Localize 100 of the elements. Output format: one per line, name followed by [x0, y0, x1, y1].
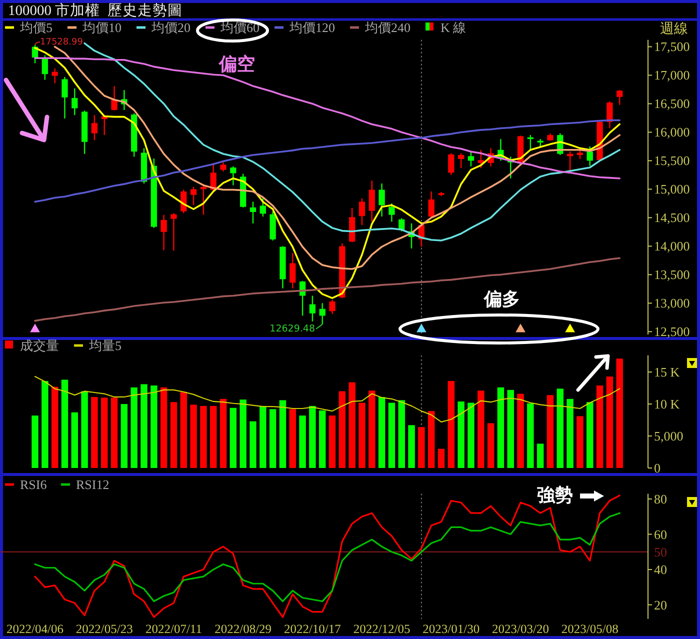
x-tick-label: 2023/03/20: [492, 622, 549, 636]
bar: [51, 386, 58, 468]
bar: [517, 394, 524, 468]
candlestick: [319, 302, 326, 325]
bar: [71, 412, 78, 468]
bar: [576, 416, 584, 468]
bar: [616, 358, 623, 468]
bar: [418, 427, 425, 468]
annotation: 12629.48: [270, 323, 315, 334]
candlestick: [606, 100, 613, 129]
x-tick-label: 2022/08/29: [214, 622, 272, 636]
bar: [468, 402, 474, 468]
bar: [230, 408, 237, 468]
bar: [556, 388, 564, 468]
bar: [606, 376, 614, 468]
bar: [338, 391, 346, 468]
bar: [398, 400, 405, 468]
candlestick: [448, 152, 454, 176]
legend-label: RSI6: [20, 477, 48, 492]
bar: [110, 398, 118, 468]
bar: [190, 404, 197, 468]
y-tick-label: 17,000: [654, 68, 690, 83]
candlestick: [170, 212, 177, 252]
bar: [458, 401, 464, 468]
bar: [438, 448, 445, 468]
candlestick: [368, 180, 375, 222]
bar: [220, 398, 227, 468]
candlestick: [616, 89, 623, 106]
bar: [309, 406, 316, 468]
bar: [279, 400, 286, 468]
bar: [81, 391, 88, 468]
bar: [299, 416, 306, 468]
bar: [487, 423, 494, 468]
legend-label: 均價60: [220, 20, 260, 35]
bar: [348, 382, 356, 468]
bar: [507, 390, 514, 468]
candlestick: [62, 76, 68, 120]
y-tick-label: 5,000: [654, 428, 684, 444]
y-tick-label: 15 K: [654, 364, 680, 380]
legend-label: 成交量: [20, 338, 59, 353]
bar: [596, 385, 604, 468]
bar: [318, 410, 326, 468]
y-tick-label: 40: [654, 562, 667, 578]
x-tick-label: 2023/05/08: [561, 622, 618, 636]
bar: [546, 395, 554, 468]
y-tick-label: 12,500: [654, 324, 690, 340]
bar: [378, 396, 386, 468]
legend-label: 均價20: [150, 20, 190, 35]
bar: [586, 402, 594, 468]
x-tick-label: 2022/07/11: [145, 622, 202, 636]
bar: [536, 444, 544, 468]
bar: [120, 404, 128, 468]
legend-label: RSI12: [76, 477, 110, 492]
candlestick: [72, 88, 78, 116]
ref-line-label: 50: [654, 544, 667, 560]
candlestick: [378, 182, 385, 218]
x-tick-label: 2022/12/05: [353, 622, 410, 636]
bar: [180, 392, 187, 468]
bar: [566, 398, 574, 468]
bar: [42, 380, 48, 468]
bar: [100, 398, 108, 468]
bar: [130, 387, 138, 468]
candlestick: [52, 68, 58, 84]
candlestick: [220, 162, 226, 172]
y-tick-label: 80: [654, 491, 667, 506]
y-axis-title: 週線: [660, 21, 688, 37]
bar: [150, 385, 158, 468]
y-tick-label: 10 K: [654, 396, 680, 412]
bar: [497, 387, 504, 468]
line-series: [34, 257, 620, 322]
bar: [160, 387, 168, 468]
y-tick-label: 14,500: [654, 210, 690, 226]
legend-label: 均價120: [288, 20, 335, 35]
candlestick: [290, 252, 296, 289]
y-tick-label: 17,500: [654, 39, 690, 54]
candlestick: [91, 114, 98, 141]
legend-label: K 線: [440, 20, 466, 35]
line-series: [84, 42, 620, 242]
bar: [289, 409, 296, 468]
y-tick-label: 16,000: [654, 124, 690, 140]
candlestick: [230, 166, 236, 186]
candlestick: [478, 149, 484, 169]
line-series: [34, 376, 620, 422]
candlestick: [309, 295, 316, 322]
candlestick: [190, 186, 197, 206]
bar: [170, 402, 178, 468]
legend-label: 均價10: [82, 20, 122, 35]
annotation: 17528.99: [40, 37, 84, 48]
candlestick: [42, 54, 48, 80]
bar: [478, 390, 484, 468]
candlestick: [458, 152, 464, 169]
annotation: 偏多: [483, 289, 520, 310]
chart-title: 100000 市加權 歷史走勢圖: [8, 2, 182, 19]
bar: [210, 406, 217, 468]
candlestick: [160, 214, 167, 251]
y-tick-label: 15,500: [654, 153, 690, 168]
bar: [140, 384, 148, 468]
bar: [527, 403, 534, 468]
bar: [269, 409, 276, 468]
candlestick: [329, 299, 336, 315]
